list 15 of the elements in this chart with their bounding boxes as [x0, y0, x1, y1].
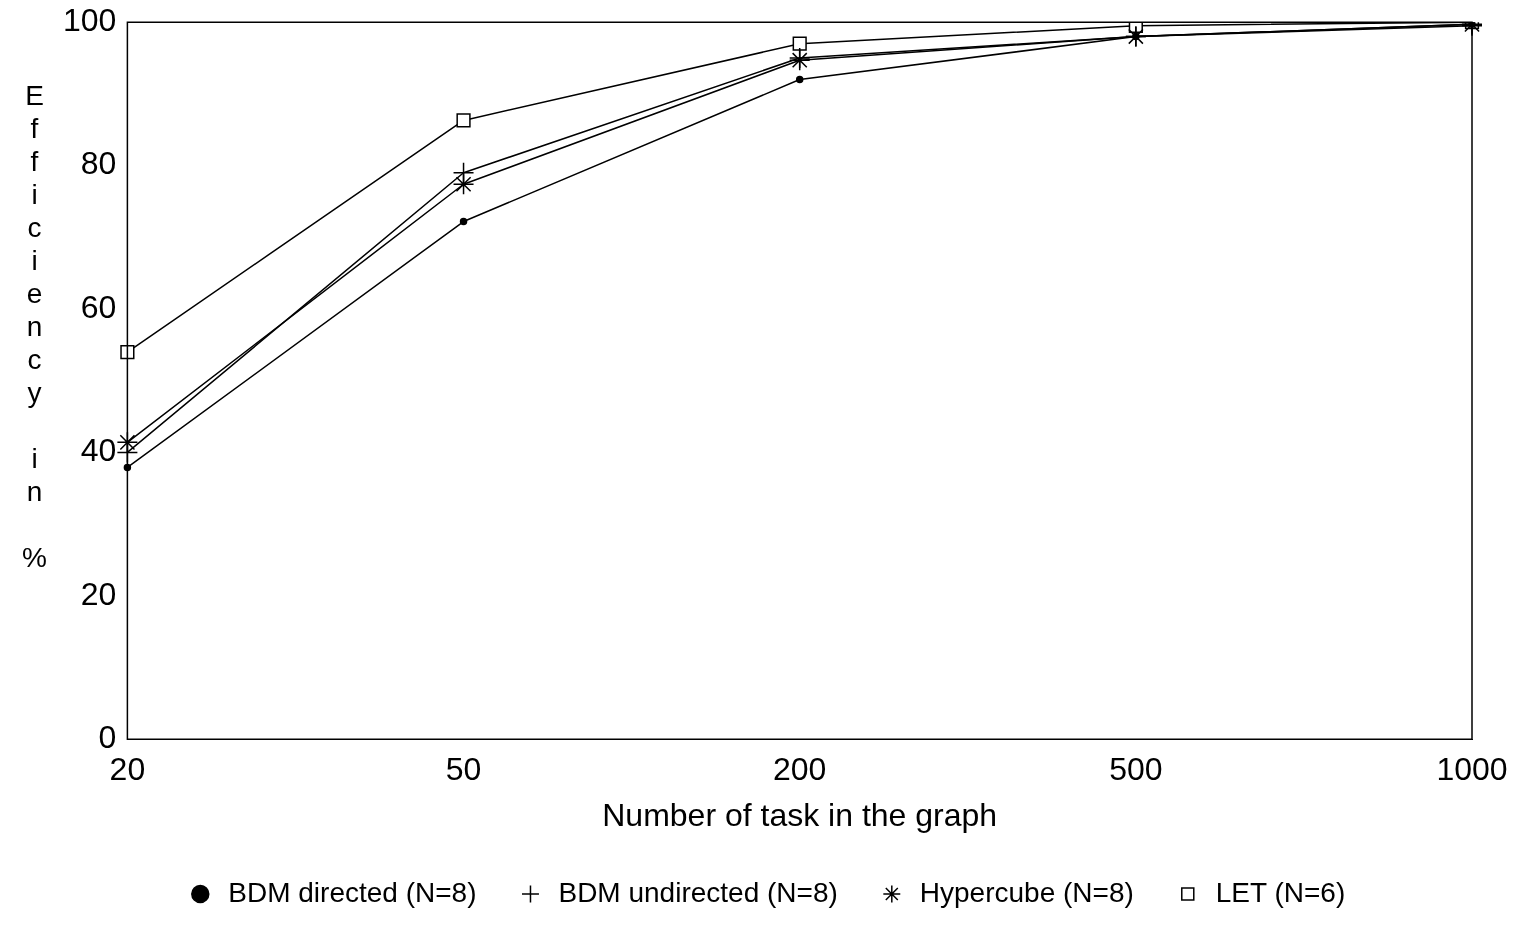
- y-tick-label: 80: [80, 145, 117, 182]
- x-tick-label: 1000: [1436, 751, 1508, 788]
- y-tick-label: 60: [80, 288, 117, 325]
- y-tick-label: 100: [63, 2, 117, 39]
- x-axis-title: Number of task in the graph: [602, 796, 998, 833]
- x-tick-label: 50: [445, 751, 482, 788]
- y-tick-label: 20: [80, 575, 117, 612]
- y-axis-title: Efficiency in %: [18, 80, 50, 575]
- x-tick-label: 500: [1109, 751, 1163, 788]
- x-tick-label: 200: [773, 751, 827, 788]
- legend-label: BDM directed (N=8): [228, 876, 477, 908]
- y-tick-label: 40: [80, 432, 117, 469]
- legend-label: BDM undirected (N=8): [558, 876, 838, 908]
- legend-label: LET (N=6): [1215, 876, 1346, 908]
- legend-label: Hypercube (N=8): [919, 876, 1134, 908]
